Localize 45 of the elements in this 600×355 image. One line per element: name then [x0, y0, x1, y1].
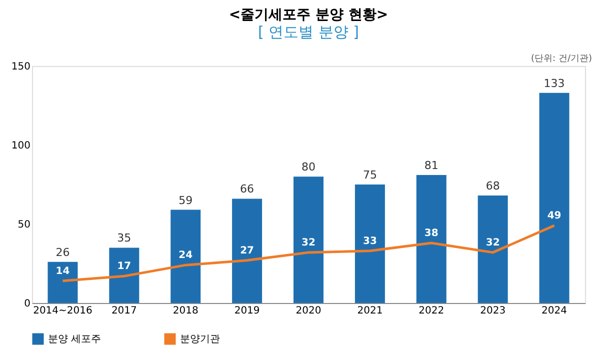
bar: [48, 262, 78, 303]
bar: [416, 175, 446, 303]
data-label: 24: [178, 250, 193, 262]
x-tick-label: 2017: [111, 306, 137, 316]
data-label: 14: [56, 266, 70, 277]
chart-subtitle: [ 연도별 분양 ]: [258, 23, 360, 41]
legend-label: 분양기관: [180, 334, 220, 345]
y-tick-label: 100: [11, 140, 30, 152]
data-label: 35: [117, 232, 132, 245]
x-tick-label: 2019: [234, 306, 260, 316]
data-label: 32: [486, 237, 500, 248]
bar: [539, 92, 570, 303]
data-label: 32: [302, 237, 316, 248]
y-tick-label: 50: [18, 220, 30, 230]
x-tick-label: 2022: [418, 306, 444, 316]
x-tick-label: 2014~2016: [33, 306, 92, 316]
x-tick-label: 2021: [357, 306, 383, 316]
data-label: 81: [424, 159, 438, 172]
x-tick-label: 2020: [296, 306, 322, 316]
text: (단위: 건/기관): [531, 54, 592, 64]
data-label: 66: [240, 182, 254, 196]
data-label: 33: [362, 236, 377, 247]
data-label: 17: [117, 261, 132, 272]
x-tick-label: 2018: [172, 306, 198, 316]
data-label: 80: [302, 160, 316, 174]
data-label: 26: [56, 246, 70, 259]
bar: [109, 248, 140, 303]
y-tick-label: 0: [24, 298, 30, 310]
bar: [354, 184, 385, 303]
bar: [478, 196, 508, 303]
data-label: 38: [424, 228, 438, 239]
data-label: 59: [178, 194, 193, 207]
legend-label: 분양 세포주: [48, 334, 102, 345]
bar: [294, 176, 324, 303]
x-tick-label: 2024: [542, 306, 568, 316]
data-label: 49: [547, 210, 562, 222]
data-label: 68: [486, 180, 500, 193]
x-tick-label: 2023: [480, 306, 506, 316]
y-tick-label: 150: [11, 62, 30, 72]
bar: [232, 198, 262, 303]
bar: [170, 210, 201, 303]
chart-title: <줄기세포주 분양 현황>: [228, 7, 388, 23]
data-label: 27: [240, 245, 254, 256]
data-label: 133: [544, 76, 565, 90]
data-label: 75: [362, 168, 377, 182]
